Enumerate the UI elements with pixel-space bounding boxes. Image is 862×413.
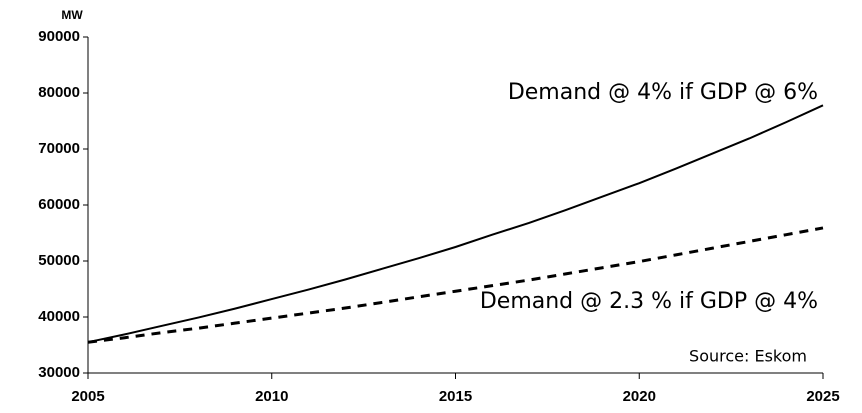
line: [87, 104, 824, 344]
x-tick-label: 2015: [439, 388, 472, 405]
y-unit: MW: [61, 8, 83, 22]
x-tick-label: 2020: [623, 388, 656, 405]
x-tick-label: 2010: [255, 388, 288, 405]
y-tick-label: 50000: [38, 252, 80, 269]
y-tick-label: 80000: [38, 84, 80, 101]
source: Source: Eskom: [689, 347, 807, 366]
x-tick-label: 2005: [71, 388, 104, 405]
y-tick-label: 90000: [38, 28, 80, 45]
y-tick-label: 40000: [38, 308, 80, 325]
y-tick-label: 60000: [38, 196, 80, 213]
y-tick-label: 30000: [38, 364, 80, 381]
x-tick-label: 2025: [806, 388, 839, 405]
annotation: Demand @ 4% if GDP @ 6%: [508, 80, 818, 105]
annotation: Demand @ 2.3 % if GDP @ 4%: [480, 289, 818, 314]
line: [87, 226, 824, 344]
y-tick-label: 70000: [38, 140, 80, 157]
